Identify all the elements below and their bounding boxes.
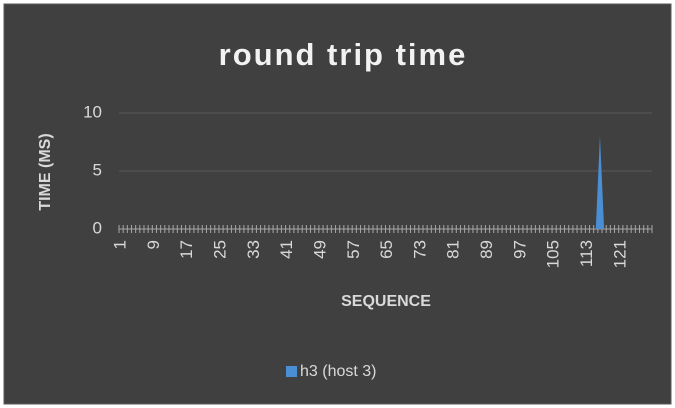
x-tick-label: 57 xyxy=(344,240,363,259)
x-tick-label: 49 xyxy=(310,240,329,259)
chart-background xyxy=(3,3,672,405)
area xyxy=(121,136,650,229)
x-tick-label: 25 xyxy=(211,240,230,259)
x-tick-label: 41 xyxy=(277,240,296,259)
legend-label: h3 (host 3) xyxy=(300,363,376,380)
legend-swatch xyxy=(286,366,297,377)
x-tick-label: 113 xyxy=(577,240,596,267)
x-tick-label: 9 xyxy=(144,240,163,249)
x-tick-label: 33 xyxy=(244,240,263,259)
y-tick-label: 10 xyxy=(83,102,102,121)
x-tick-label: 89 xyxy=(477,240,496,259)
x-tick-label: 73 xyxy=(410,240,429,259)
y-tick-label: 0 xyxy=(93,218,102,237)
x-axis-title: SEQUENCE xyxy=(341,293,431,310)
x-tick-label: 97 xyxy=(510,240,529,259)
chart-title: round trip time xyxy=(219,37,468,72)
x-tick-label: 81 xyxy=(444,240,463,259)
x-tick-label: 121 xyxy=(610,240,629,268)
y-tick-label: 5 xyxy=(93,160,102,179)
x-tick-label: 17 xyxy=(177,240,196,259)
x-tick-label: 65 xyxy=(377,240,396,259)
y-axis-title: TIME (MS) xyxy=(37,133,54,210)
x-tick-label: 105 xyxy=(544,240,563,268)
x-tick-label: 1 xyxy=(111,240,130,249)
